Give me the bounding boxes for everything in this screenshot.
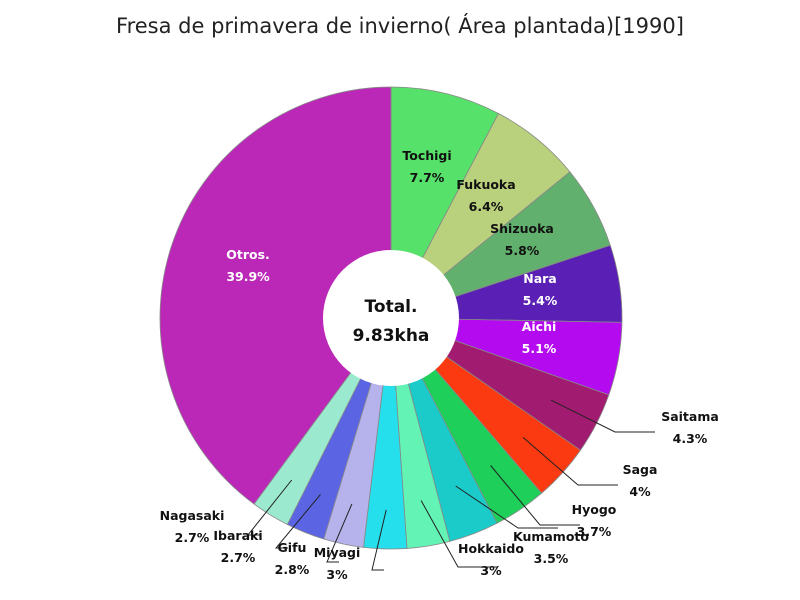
- slice-value-label-nagasaki: 2.7%: [175, 530, 210, 545]
- slice-value-label-fukuoka: 6.4%: [469, 199, 504, 214]
- slice-name-label-saga: Saga: [623, 462, 658, 477]
- slice-value-label-hokkaido: 3%: [480, 563, 502, 578]
- slice-name-label-saitama: Saitama: [661, 409, 719, 424]
- slice-name-label-fukuoka: Fukuoka: [456, 177, 515, 192]
- slice-name-label-gifu: Gifu: [278, 540, 307, 555]
- slice-value-label-saga: 4%: [629, 484, 651, 499]
- slice-name-label-miyagi: Miyagi: [314, 545, 361, 560]
- slice-name-label-hokkaido: Hokkaido: [458, 541, 524, 556]
- slice-value-label-gifu: 2.8%: [275, 562, 310, 577]
- slice-name-label-ibaraki: Ibaraki: [213, 528, 262, 543]
- slice-name-label-hyogo: Hyogo: [572, 502, 617, 517]
- leader-line-nagasaki: [246, 479, 293, 536]
- slice-name-label-shizuoka: Shizuoka: [490, 221, 554, 236]
- slice-name-label-aichi: Aichi: [522, 319, 557, 334]
- slice-value-label-otros: 39.9%: [226, 269, 270, 284]
- slice-value-label-hyogo: 3.7%: [577, 524, 612, 539]
- leader-line-hokkaido: [420, 500, 498, 568]
- slice-otros: [159, 86, 392, 505]
- slice-value-label-saitama: 4.3%: [673, 431, 708, 446]
- donut-hole: [323, 250, 459, 386]
- leader-line-miyagi: [371, 509, 387, 571]
- leader-line-gifu: [326, 503, 353, 563]
- slice-name-label-tochigi: Tochigi: [402, 148, 451, 163]
- leader-line-saga: [522, 437, 618, 486]
- slice-value-label-nara: 5.4%: [523, 293, 558, 308]
- slice-name-label-nara: Nara: [523, 271, 557, 286]
- labels-group: Tochigi 7.7% Fukuoka 6.4% Shizuoka 5.8% Nara 5.…: [160, 148, 719, 582]
- slice-value-label-aichi: 5.1%: [522, 341, 557, 356]
- slice-value-label-shizuoka: 5.8%: [505, 243, 540, 258]
- leader-line-hyogo: [490, 465, 580, 526]
- leader-line-saitama: [550, 399, 655, 433]
- slice-value-label-ibaraki: 2.7%: [221, 550, 256, 565]
- center-value: 9.83kha: [353, 326, 430, 346]
- slice-name-label-nagasaki: Nagasaki: [160, 508, 225, 523]
- slice-value-label-miyagi: 3%: [326, 567, 348, 582]
- slice-name-label-otros: Otros.: [226, 247, 270, 262]
- leader-line-ibaraki: [274, 494, 321, 549]
- chart-title: Fresa de primavera de invierno( Área pla…: [116, 14, 684, 38]
- center-label: Total.: [365, 297, 418, 317]
- leader-lines-group: [246, 399, 655, 571]
- slice-name-label-kumamoto: Kumamoto: [513, 529, 589, 544]
- slice-value-label-kumamoto: 3.5%: [534, 551, 569, 566]
- leader-line-kumamoto: [455, 485, 558, 529]
- slice-value-label-tochigi: 7.7%: [410, 170, 445, 185]
